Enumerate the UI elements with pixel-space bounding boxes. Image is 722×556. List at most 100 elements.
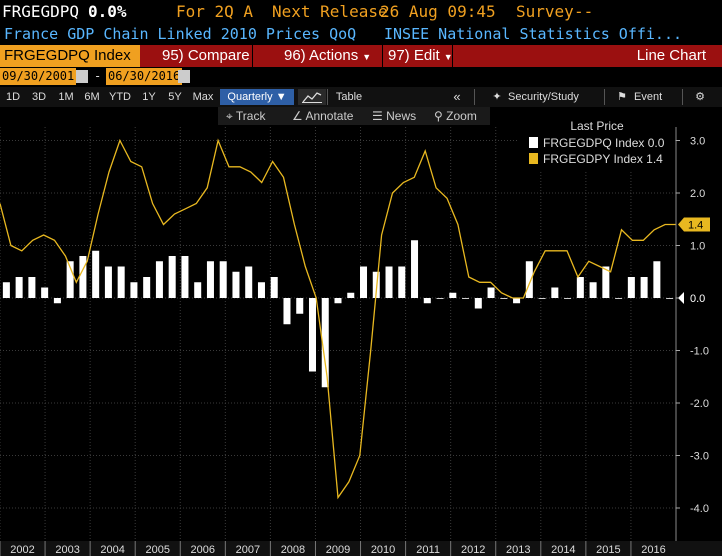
- bar: [564, 298, 572, 299]
- bar: [551, 287, 559, 298]
- news-tool[interactable]: ☰ News: [372, 107, 416, 125]
- bar: [245, 266, 253, 298]
- security-field[interactable]: FRGEGDPQ Index: [0, 45, 140, 67]
- y-tick-label: 3.0: [690, 136, 705, 148]
- last-value-tag-line: [678, 217, 710, 232]
- y-tick-label: -3.0: [690, 451, 709, 463]
- compare-button[interactable]: 95) Compare: [162, 47, 250, 64]
- x-tick-label: 2016: [641, 544, 665, 556]
- bar-series: [2, 240, 674, 388]
- security-study-button[interactable]: Security/Study: [508, 91, 579, 103]
- description-row: France GDP Chain Linked 2010 Prices QoQ …: [0, 24, 722, 45]
- period-label: For 2Q A: [176, 2, 254, 21]
- collapse-icon[interactable]: «: [453, 89, 461, 104]
- bar: [257, 282, 265, 298]
- crosshair-icon: ⌖: [226, 109, 233, 123]
- bar: [53, 298, 61, 304]
- bar: [143, 277, 151, 298]
- x-tick-label: 2005: [145, 544, 169, 556]
- bar: [283, 298, 291, 325]
- track-tool[interactable]: ⌖ Track: [226, 107, 265, 125]
- bar: [666, 298, 674, 299]
- frequency-dropdown[interactable]: Quarterly ▼: [220, 89, 294, 105]
- x-tick-label: 2015: [596, 544, 620, 556]
- actions-menu[interactable]: 96) Actions ▼: [284, 45, 371, 67]
- survey-value: --: [574, 2, 594, 21]
- ticker: FRGEGDPQ: [2, 2, 80, 21]
- bar: [219, 261, 227, 298]
- line-chart-icon[interactable]: [298, 89, 326, 105]
- bar: [168, 256, 176, 298]
- bar: [500, 298, 508, 299]
- bar: [423, 298, 431, 304]
- edit-menu[interactable]: 97) Edit ▼: [388, 45, 453, 67]
- y-tick-label: -2.0: [690, 398, 709, 410]
- last-value: 0.0%: [88, 2, 127, 21]
- end-date[interactable]: 06/30/2016: [106, 68, 183, 85]
- legend-swatch: [529, 153, 538, 164]
- chevron-down-icon: ▼: [443, 52, 453, 62]
- legend-entry: FRGEGDPY Index 1.4: [543, 152, 663, 166]
- flag-icon: ⚑: [617, 91, 627, 103]
- bar: [347, 292, 355, 298]
- event-button[interactable]: Event: [634, 91, 663, 103]
- bar: [334, 298, 342, 304]
- range-ytd[interactable]: YTD: [109, 91, 131, 103]
- gear-icon[interactable]: ⚙: [695, 91, 705, 103]
- data-source: INSEE National Statistics Offi...: [384, 25, 683, 43]
- x-tick-label: 2002: [10, 544, 34, 556]
- zoom-label: Zoom: [446, 109, 477, 123]
- calendar-icon[interactable]: [76, 70, 88, 83]
- bar: [487, 287, 495, 298]
- annotate-label: Annotate: [305, 109, 354, 123]
- bar: [79, 256, 87, 298]
- yoy-line: [0, 138, 676, 500]
- bar: [589, 282, 597, 298]
- x-tick-label: 2004: [100, 544, 124, 556]
- bar: [117, 266, 125, 298]
- y-tick-label: -1.0: [690, 346, 709, 358]
- bar: [92, 250, 100, 298]
- x-tick-label: 2008: [281, 544, 305, 556]
- range-6m[interactable]: 6M: [84, 91, 100, 103]
- legend: Last Price FRGEGDPQ Index 0.0 FRGEGDPY Ind…: [519, 115, 675, 170]
- bar: [615, 298, 623, 299]
- magnifier-icon: ⚲: [434, 109, 443, 123]
- magic-wand-icon: ✦: [492, 91, 502, 103]
- annotate-tool[interactable]: ∠ Annotate: [292, 107, 353, 125]
- range-max[interactable]: Max: [192, 91, 214, 103]
- calendar-icon[interactable]: [178, 70, 190, 83]
- plot-area: [0, 127, 676, 541]
- x-tick-label: 2011: [416, 544, 440, 556]
- chart-tools: ⌖ Track ∠ Annotate ☰ News ⚲ Zoom: [0, 107, 722, 127]
- table-button[interactable]: Table: [335, 91, 363, 103]
- next-release-value: 26 Aug 09:45: [380, 2, 496, 21]
- bar: [385, 266, 393, 298]
- legend-box: [519, 115, 675, 170]
- last-value-label-bars: 0.0: [690, 293, 705, 305]
- chart-type[interactable]: Line Chart: [636, 47, 706, 64]
- bar: [232, 271, 240, 298]
- axes: 3.0 2.0 1.0 0.0 -1.0 -2.0 -3.0 -4.0 2002 2003 2004…: [0, 127, 722, 556]
- last-value-arrow: [678, 292, 684, 304]
- bar: [576, 277, 584, 298]
- x-tick-label: 2014: [551, 544, 575, 556]
- bar: [653, 261, 661, 298]
- y-tick-label: -4.0: [690, 503, 709, 515]
- range-5y[interactable]: 5Y: [168, 91, 182, 103]
- bar: [308, 298, 316, 372]
- range-1d[interactable]: 1D: [5, 91, 21, 103]
- bar: [181, 256, 189, 298]
- bar: [41, 287, 49, 298]
- chevron-down-icon: ▼: [362, 52, 372, 62]
- zoom-tool[interactable]: ⚲ Zoom: [434, 107, 477, 125]
- x-tick-label: 2013: [506, 544, 530, 556]
- range-3d[interactable]: 3D: [31, 91, 47, 103]
- range-1m[interactable]: 1M: [58, 91, 74, 103]
- x-tick-label: 2009: [326, 544, 350, 556]
- bar: [525, 261, 533, 298]
- start-date[interactable]: 09/30/2001: [0, 68, 77, 85]
- bar: [602, 266, 610, 298]
- range-1y[interactable]: 1Y: [142, 91, 156, 103]
